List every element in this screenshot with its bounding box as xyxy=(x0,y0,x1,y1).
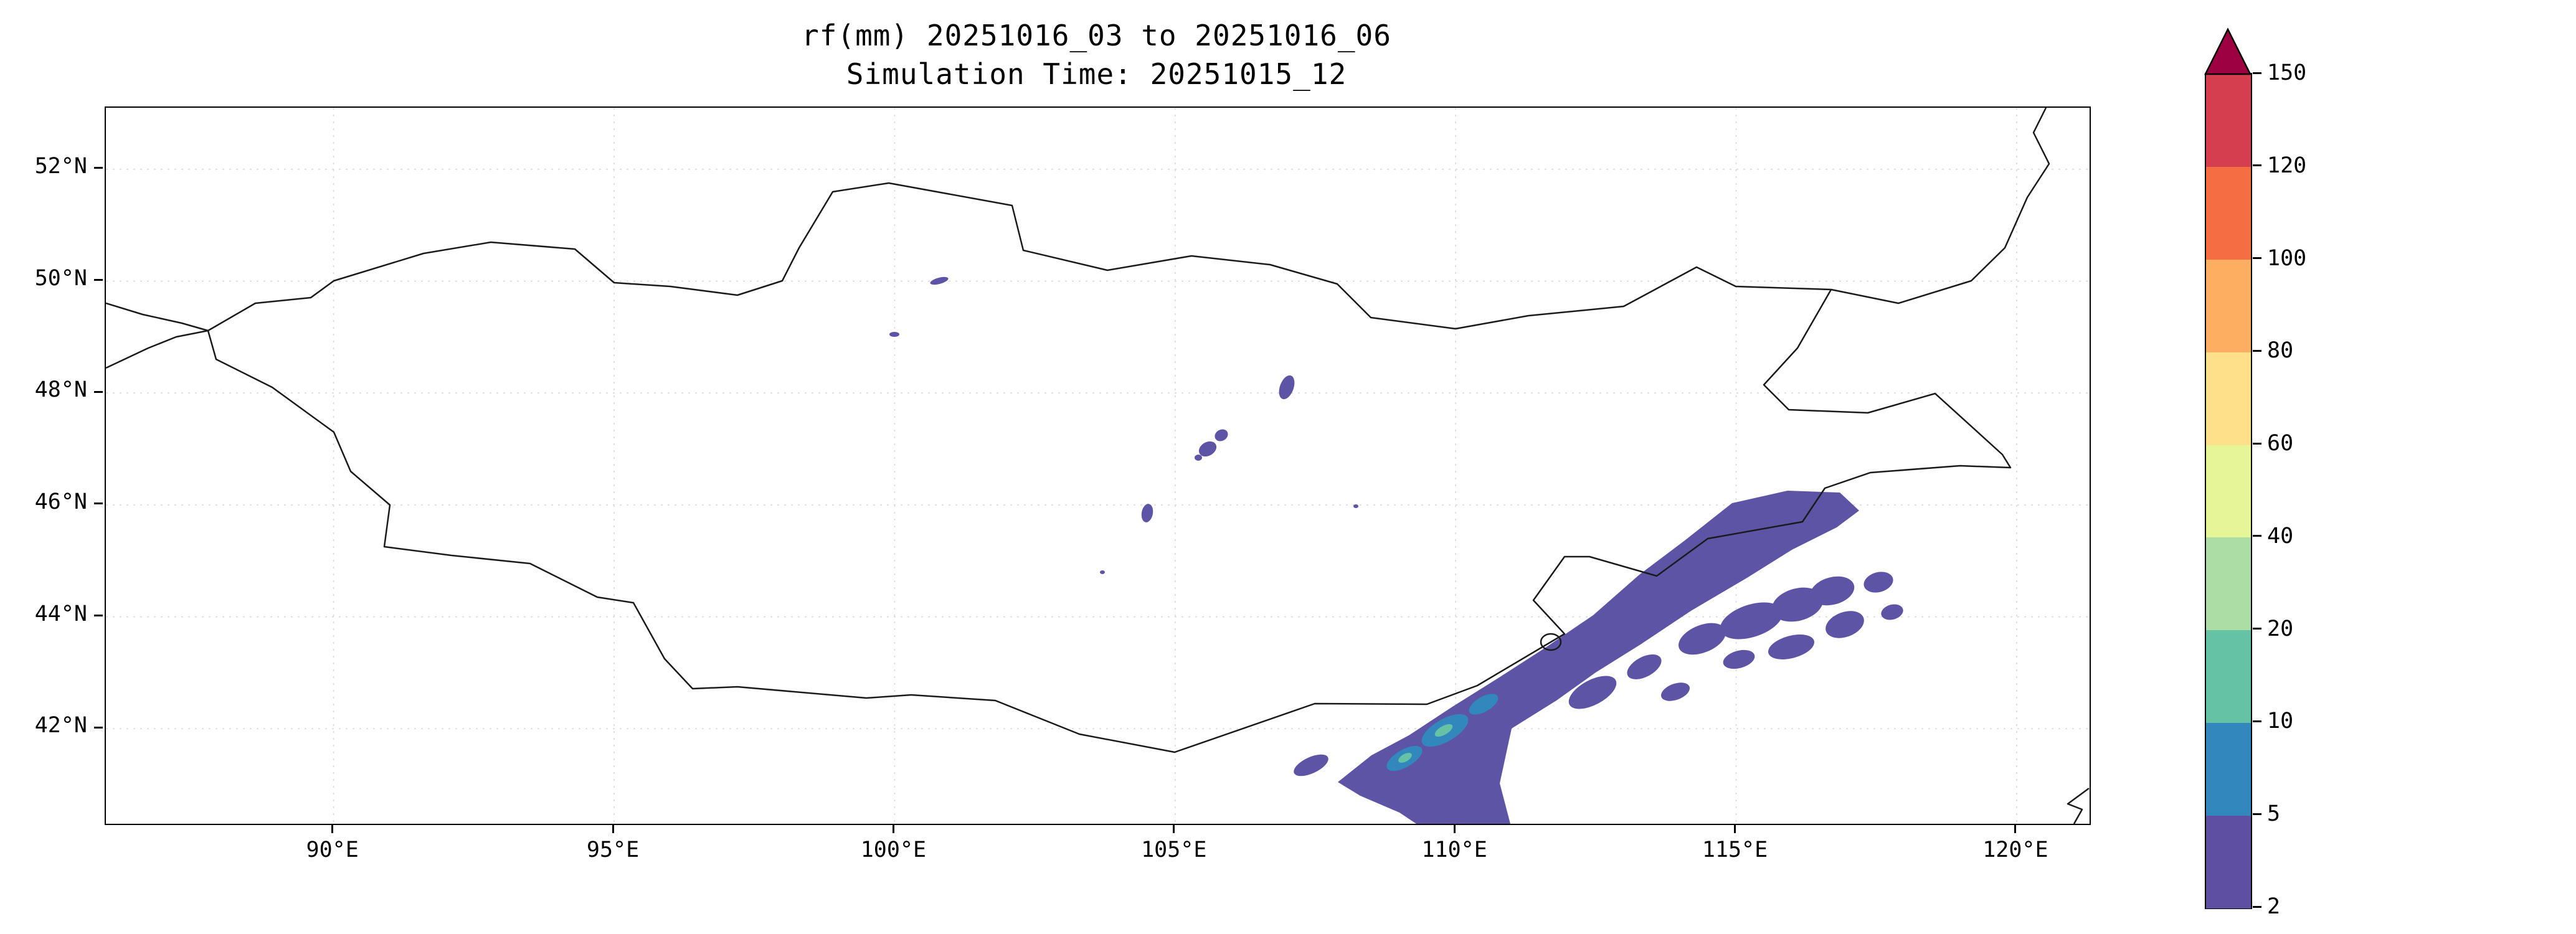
y-tick-label: 52°N xyxy=(34,153,87,179)
colorbar-segment xyxy=(2206,74,2251,167)
rain-patch xyxy=(1294,754,1328,776)
colorbar-tick-label: 40 xyxy=(2267,523,2294,549)
y-tick-label: 50°N xyxy=(34,265,87,291)
rain-patch xyxy=(1720,602,1783,639)
x-tick-label: 115°E xyxy=(1702,837,1768,862)
colorbar-tick-label: 80 xyxy=(2267,338,2294,364)
colorbar-tickmark xyxy=(2253,349,2261,352)
colorbar-tickmark xyxy=(2253,442,2261,445)
colorbar-tickmark xyxy=(2253,72,2261,74)
y-tickmark xyxy=(94,502,103,505)
y-tickmark xyxy=(94,167,103,169)
rain-spot xyxy=(1279,375,1295,400)
colorbar-segment xyxy=(2206,259,2251,352)
colorbar-segment xyxy=(2206,352,2251,445)
rain-patch xyxy=(1768,634,1814,659)
gridlines xyxy=(106,108,2090,824)
x-tickmark xyxy=(2014,824,2017,833)
colorbar-tickmark xyxy=(2253,257,2261,260)
rain-patch xyxy=(1863,572,1893,593)
rain-patch xyxy=(1661,682,1690,701)
map-axes xyxy=(105,106,2091,825)
colorbar-tick-label: 10 xyxy=(2267,709,2294,734)
colorbar-tick-label: 150 xyxy=(2267,60,2307,85)
border-lake-loop xyxy=(1540,633,1562,651)
colorbar-tick-label: 5 xyxy=(2267,801,2281,827)
border-junction-line-b xyxy=(105,329,209,369)
rain-patch xyxy=(1825,611,1864,638)
colorbar-tickmark xyxy=(2253,628,2261,630)
argun-border xyxy=(1830,107,2050,304)
y-tickmark xyxy=(94,726,103,729)
colorbar-segment xyxy=(2206,537,2251,631)
colorbar-extend-arrow xyxy=(2204,27,2252,75)
x-tickmark xyxy=(331,824,334,833)
rain-spot xyxy=(1195,455,1202,461)
x-tickmark xyxy=(612,824,614,833)
colorbar-segment xyxy=(2206,815,2251,908)
y-tick-label: 44°N xyxy=(34,601,87,626)
y-tick-label: 46°N xyxy=(34,489,87,514)
x-tickmark xyxy=(1453,824,1456,833)
y-tickmark xyxy=(94,279,103,281)
x-tick-label: 90°E xyxy=(306,837,359,862)
rain-patch xyxy=(1810,576,1855,606)
colorbar-tickmark xyxy=(2253,720,2261,722)
x-tick-label: 95°E xyxy=(586,837,640,862)
country-borders xyxy=(105,107,2090,824)
rain-spot xyxy=(1141,504,1153,522)
x-tickmark xyxy=(1734,824,1736,833)
x-tick-label: 100°E xyxy=(860,837,927,862)
colorbar-tickmark xyxy=(2253,905,2261,908)
x-tickmark xyxy=(892,824,894,833)
rain-heavy-cell xyxy=(1469,694,1499,715)
rain-spot xyxy=(1353,504,1358,508)
rain-spot xyxy=(930,276,949,285)
colorbar-tickmark xyxy=(2253,535,2261,537)
rain-patch xyxy=(1723,649,1755,669)
colorbar-tick-label: 120 xyxy=(2267,153,2307,178)
colorbar-tickmark xyxy=(2253,164,2261,167)
colorbar xyxy=(2205,73,2252,909)
rain-patch xyxy=(1679,623,1726,655)
mongolia-border xyxy=(207,182,2012,753)
colorbar-segment xyxy=(2206,722,2251,816)
rain-spot xyxy=(889,332,899,337)
rain-spot xyxy=(1198,441,1217,457)
rain-patch xyxy=(1771,587,1824,622)
rain-main-band xyxy=(1338,491,1859,824)
figure-title: rf(mm) 20251016_03 to 20251016_06 xyxy=(802,19,1391,52)
rain-patch xyxy=(1881,604,1903,620)
colorbar-tickmark xyxy=(2253,813,2261,815)
colorbar-segment xyxy=(2206,445,2251,538)
x-tick-label: 120°E xyxy=(1982,837,2048,862)
y-tickmark xyxy=(94,390,103,393)
x-tickmark xyxy=(1173,824,1175,833)
rain-patch xyxy=(1568,676,1617,709)
border-junction-line-a xyxy=(105,302,209,332)
colorbar-tick-label: 2 xyxy=(2267,894,2281,919)
colorbar-tick-label: 60 xyxy=(2267,431,2294,456)
y-tick-label: 42°N xyxy=(34,713,87,738)
x-tick-label: 110°E xyxy=(1421,837,1487,862)
y-tick-label: 48°N xyxy=(34,377,87,403)
rain-areas xyxy=(889,276,1903,824)
colorbar-tick-label: 20 xyxy=(2267,616,2294,641)
colorbar-segment xyxy=(2206,630,2251,724)
rain-core-cell xyxy=(1434,724,1453,737)
figure-subtitle: Simulation Time: 20251015_12 xyxy=(846,57,1347,91)
colorbar-tick-label: 100 xyxy=(2267,245,2307,271)
rain-patch xyxy=(1627,654,1662,679)
colorbar-segment xyxy=(2206,166,2251,260)
y-tickmark xyxy=(94,615,103,617)
map-svg xyxy=(105,107,2090,824)
rain-core-cell xyxy=(1398,753,1412,763)
coastline-fragment xyxy=(2067,787,2090,824)
x-tick-label: 105°E xyxy=(1141,837,1207,862)
rain-spot xyxy=(1215,429,1228,441)
rain-spot xyxy=(1100,570,1105,574)
